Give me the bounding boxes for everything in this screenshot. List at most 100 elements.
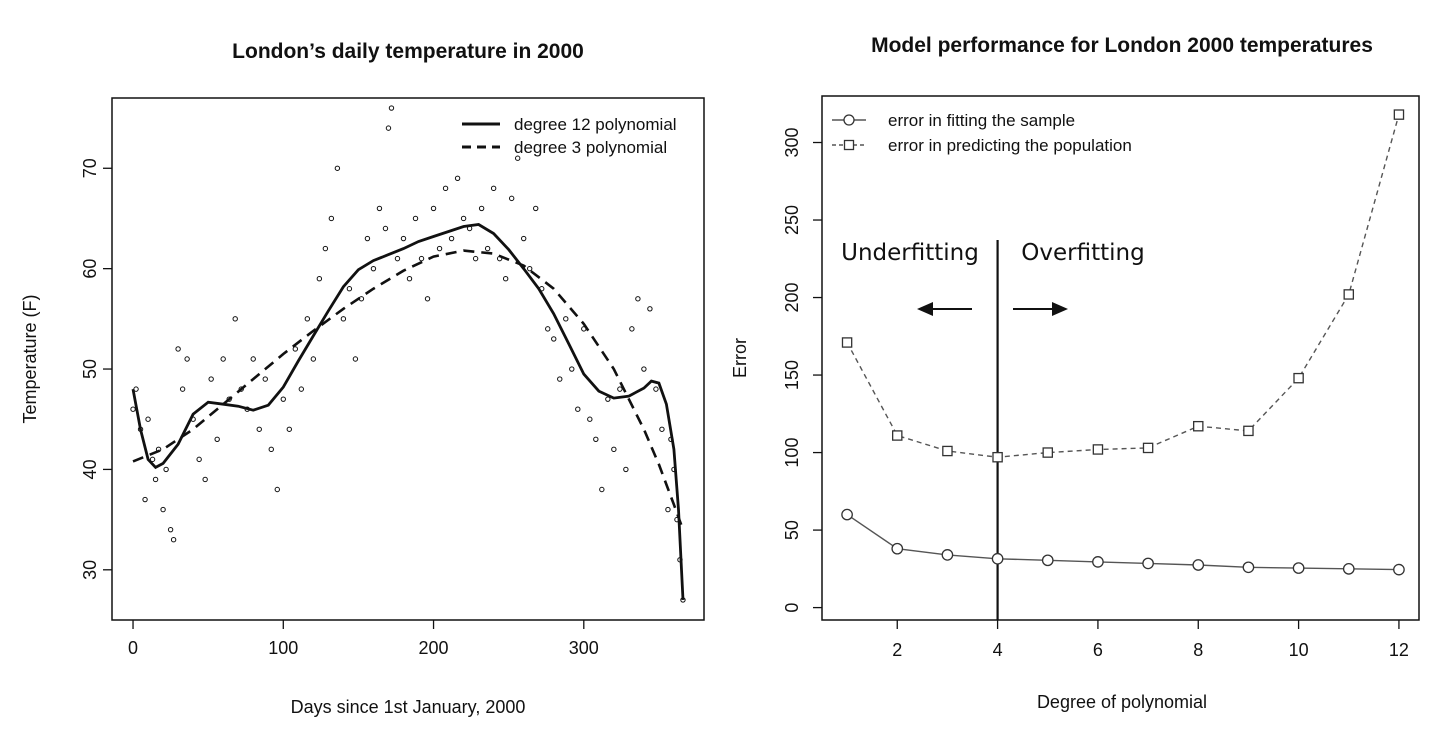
temperature-point <box>442 185 449 192</box>
temperature-chart: London’s daily temperature in 2000 0 100 2… <box>20 40 705 717</box>
population-error-markers <box>841 109 1405 463</box>
temperature-point <box>145 416 151 422</box>
temperature-point <box>316 275 323 282</box>
temperature-point <box>382 225 389 232</box>
temperature-x-tick-label: 300 <box>569 638 599 658</box>
temperature-point <box>179 386 186 392</box>
temperature-point <box>208 376 214 382</box>
temperature-point <box>280 396 286 402</box>
temperature-point <box>196 456 202 463</box>
temperature-y-tick-label: 70 <box>80 158 100 178</box>
temperature-point <box>328 215 335 222</box>
temperature-point <box>520 235 527 242</box>
temperature-point <box>334 165 341 171</box>
temperature-y-tick-label: 50 <box>80 359 100 379</box>
performance-y-axis-label: Error <box>730 338 750 378</box>
temperature-y-tick-label: 40 <box>80 459 100 479</box>
performance-y-tick-label: 50 <box>782 520 802 540</box>
temperature-point <box>346 286 353 292</box>
temperature-x-axis: 0 100 200 300 <box>128 620 599 658</box>
temperature-point <box>167 526 174 533</box>
temperature-point <box>262 376 268 382</box>
sample-error-point <box>1142 557 1154 570</box>
sample-error-point <box>1041 554 1054 567</box>
performance-x-tick-label: 10 <box>1289 640 1309 660</box>
temperature-point <box>478 205 485 212</box>
temperature-point <box>629 326 635 332</box>
temperature-point <box>175 346 181 352</box>
temperature-point <box>611 446 617 453</box>
sample-error-point <box>1192 559 1205 571</box>
temperature-point <box>436 245 443 252</box>
temperature-point <box>569 366 575 372</box>
population-error-point <box>1393 109 1405 120</box>
temperature-point <box>653 386 659 392</box>
temperature-point <box>385 125 392 131</box>
model-performance-chart: Model performance for London 2000 temper… <box>730 34 1420 712</box>
temperature-point <box>394 255 401 262</box>
temperature-point <box>587 416 593 422</box>
population-error-point <box>892 430 903 441</box>
overfitting-label: Overfitting <box>1021 240 1144 266</box>
temperature-point <box>304 316 311 322</box>
temperature-point <box>376 205 383 212</box>
sample-error-point <box>941 549 954 561</box>
sample-error-point <box>1092 556 1104 568</box>
temperature-y-axis-label: Temperature (F) <box>20 294 40 423</box>
temperature-point <box>563 316 569 322</box>
population-error-point <box>1092 444 1104 455</box>
temperature-point <box>220 356 226 362</box>
temperature-point <box>160 506 166 513</box>
legend-circle-icon <box>843 114 855 126</box>
temperature-plot-frame <box>111 97 705 621</box>
underfitting-label: Underfitting <box>841 240 979 266</box>
temperature-point <box>551 336 557 342</box>
temperature-point <box>635 296 641 302</box>
temperature-point <box>617 386 623 392</box>
temperature-point <box>340 316 347 322</box>
performance-x-tick-label: 4 <box>993 640 1003 660</box>
population-error-point <box>841 337 853 348</box>
temperature-point <box>250 356 256 362</box>
performance-y-tick-label: 100 <box>782 438 802 468</box>
temperature-point <box>142 496 148 503</box>
temperature-point <box>130 406 136 412</box>
population-error-point <box>1243 425 1254 437</box>
temperature-point <box>274 486 280 493</box>
temperature-point <box>575 406 581 412</box>
temperature-point <box>292 346 299 352</box>
performance-y-axis: 0 50 100 150 200 250 300 <box>782 127 822 613</box>
temperature-point <box>152 476 159 483</box>
temperature-point <box>424 296 431 302</box>
temperature-x-tick-label: 100 <box>268 638 298 658</box>
sample-error-point <box>1292 562 1305 574</box>
temperature-point <box>593 436 599 443</box>
temperature-point <box>665 506 671 513</box>
temperature-point <box>490 185 497 192</box>
temperature-point <box>322 245 329 252</box>
temperature-y-tick-label: 60 <box>80 259 100 279</box>
temperature-point <box>527 265 533 272</box>
sample-error-point <box>841 508 853 521</box>
performance-x-tick-label: 2 <box>892 640 902 660</box>
performance-legend: error in fitting the sample error in pre… <box>832 111 1132 155</box>
temperature-point <box>170 536 177 543</box>
temperature-point <box>370 265 377 272</box>
performance-y-tick-label: 200 <box>782 283 802 313</box>
temperature-y-axis: 30 40 50 60 70 <box>80 158 112 580</box>
temperature-point <box>514 155 521 161</box>
temperature-point <box>238 386 244 392</box>
temperature-point <box>647 306 653 312</box>
sample-error-line <box>846 514 1399 571</box>
temperature-point <box>406 275 413 282</box>
temperature-chart-title: London’s daily temperature in 2000 <box>232 40 584 63</box>
temperature-point <box>232 316 238 322</box>
temperature-point <box>484 245 491 252</box>
temperature-point <box>286 426 292 432</box>
degree-3-polynomial-curve <box>132 249 685 531</box>
temperature-point <box>400 235 407 242</box>
degree-12-polynomial-curve <box>131 223 685 600</box>
performance-plot-frame <box>821 95 1420 621</box>
performance-y-tick-label: 250 <box>782 205 802 235</box>
temperature-point <box>364 235 371 242</box>
